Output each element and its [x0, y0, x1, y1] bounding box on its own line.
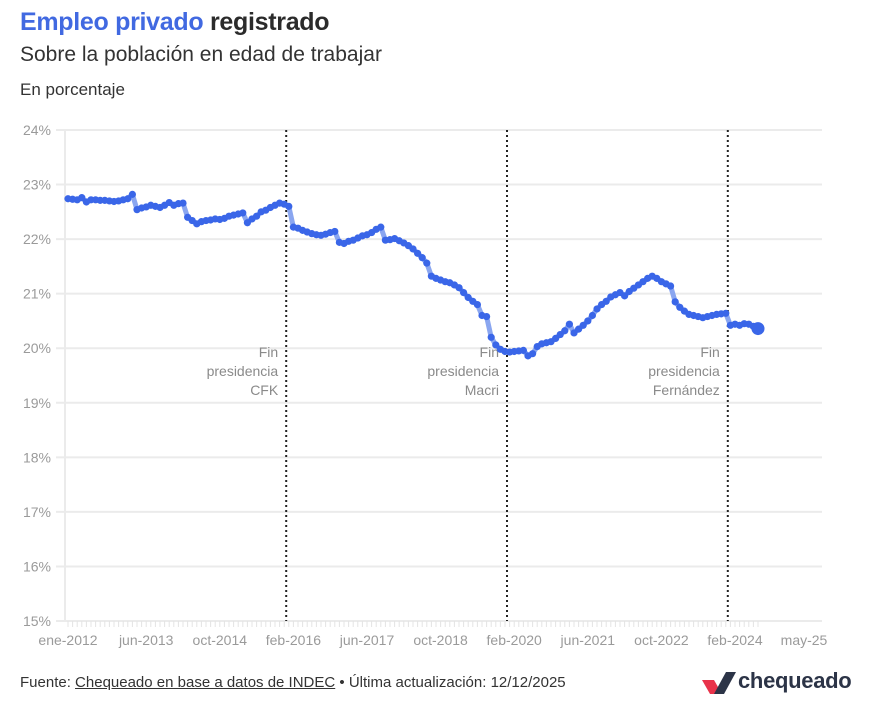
y-tick-label: 23%	[23, 177, 51, 193]
series-layer	[64, 190, 765, 360]
x-tick-label: oct-2022	[634, 632, 689, 648]
logo-check-icon	[702, 672, 736, 694]
annotation-label: presidencia	[648, 363, 720, 379]
data-point[interactable]	[473, 300, 481, 309]
data-point[interactable]	[722, 309, 730, 317]
footer: Fuente: Chequeado en base a datos de IND…	[20, 674, 566, 691]
x-tick-label: feb-2020	[487, 632, 542, 648]
annotation-label: Fernández	[653, 382, 720, 398]
data-point[interactable]	[621, 292, 629, 300]
y-tick-label: 16%	[23, 558, 51, 574]
x-tick-label: jun-2021	[560, 632, 616, 648]
data-point[interactable]	[423, 259, 431, 267]
x-tick-label: oct-2018	[413, 632, 468, 648]
data-point[interactable]	[377, 223, 385, 231]
data-point[interactable]	[331, 227, 339, 236]
y-tick-label: 19%	[23, 395, 51, 411]
y-tick-label: 21%	[23, 286, 51, 302]
x-tick-label: may-25	[781, 632, 828, 648]
source-label: Fuente:	[20, 674, 71, 691]
title-rest: registrado	[210, 8, 330, 36]
y-tick-label: 18%	[23, 449, 51, 465]
data-point[interactable]	[667, 282, 675, 290]
data-point[interactable]	[671, 298, 679, 306]
data-point[interactable]	[483, 312, 491, 321]
data-point[interactable]	[588, 311, 597, 320]
x-tick-label: jun-2013	[118, 632, 174, 648]
data-point[interactable]	[78, 194, 86, 202]
data-point[interactable]	[124, 195, 132, 203]
data-point[interactable]	[492, 341, 500, 349]
y-tick-label: 24%	[23, 122, 51, 138]
data-point[interactable]	[593, 305, 601, 313]
annotations: FinpresidenciaCFKFinpresidenciaMacriFinp…	[207, 130, 729, 621]
data-point[interactable]	[561, 327, 569, 335]
x-tick-label: feb-2024	[707, 632, 762, 648]
y-axis: 15% 16% 17% 18% 19% 20% 21% 22% 23% 24%	[23, 122, 51, 629]
annotation-label: Macri	[465, 382, 499, 398]
data-point[interactable]	[565, 320, 574, 328]
chart-title: Empleo privado registrado	[20, 8, 330, 37]
title-accent: Empleo privado	[20, 8, 204, 36]
x-axis: ene-2012 jun-2013 oct-2014 feb-2016 jun-2017…	[38, 621, 828, 648]
annotation-label: Fin	[259, 344, 278, 360]
data-point[interactable]	[179, 199, 187, 207]
data-point[interactable]	[253, 212, 261, 220]
footer-separator: •	[339, 674, 345, 691]
last-updated: Última actualización: 12/12/2025	[348, 674, 566, 691]
x-tick-label: ene-2012	[38, 632, 97, 648]
data-point[interactable]	[239, 209, 247, 217]
annotation-label: presidencia	[207, 363, 279, 379]
data-point[interactable]	[418, 254, 426, 262]
data-point[interactable]	[584, 317, 592, 325]
data-point[interactable]	[409, 245, 417, 253]
data-point[interactable]	[529, 350, 537, 358]
data-point[interactable]	[285, 202, 293, 210]
data-point[interactable]	[414, 249, 422, 257]
annotation-label: CFK	[250, 382, 279, 398]
data-point[interactable]	[455, 284, 463, 292]
x-tick-label: oct-2014	[193, 632, 248, 648]
data-point[interactable]	[519, 346, 528, 355]
x-tick-label: jun-2017	[339, 632, 395, 648]
data-point[interactable]	[579, 321, 587, 329]
annotation-label: Fin	[700, 344, 719, 360]
data-point[interactable]	[487, 333, 495, 341]
last-data-point[interactable]	[751, 322, 765, 336]
logo-text: chequeado	[738, 668, 852, 693]
data-point[interactable]	[602, 297, 610, 305]
chart-unit-label: En porcentaje	[20, 80, 125, 99]
y-tick-label: 22%	[23, 231, 51, 247]
annotation-label: presidencia	[427, 363, 499, 379]
x-tick-label: feb-2016	[266, 632, 321, 648]
y-tick-label: 15%	[23, 613, 51, 629]
grid-layer	[56, 129, 822, 622]
y-tick-label: 17%	[23, 504, 51, 520]
data-point[interactable]	[460, 288, 468, 297]
chart-subtitle: Sobre la población en edad de trabajar	[20, 43, 382, 66]
line-chart: 15% 16% 17% 18% 19% 20% 21% 22% 23% 24% ene-2012 j…	[23, 122, 828, 648]
source-link[interactable]: Chequeado en base a datos de INDEC	[75, 674, 336, 691]
y-tick-label: 20%	[23, 340, 51, 356]
chequeado-logo[interactable]: chequeado	[702, 668, 852, 700]
data-point[interactable]	[128, 190, 136, 198]
